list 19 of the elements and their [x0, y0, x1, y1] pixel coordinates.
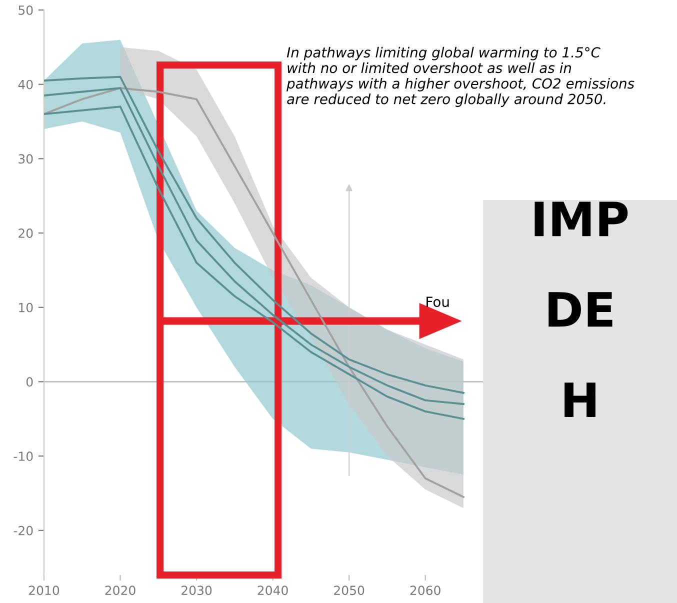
y-tick-label: 10	[19, 302, 33, 312]
x-tick-label: 2010	[29, 586, 60, 596]
annotation: Fou	[426, 296, 449, 308]
x-tick-label: 2050	[334, 586, 364, 596]
annotation: In pathways limiting global warming to 1.5°C with no or limited overshoot as well as in pathways with a higher overshoot, CO2 emissions are reduced to net zero globally around 2050.	[286, 46, 634, 107]
y-tick-label: 0	[26, 377, 33, 387]
x-tick-label: 2020	[105, 586, 136, 596]
y-tick-label: -20	[14, 526, 33, 536]
y-tick-label: 30	[18, 154, 33, 164]
annotation: IMP	[534, 202, 628, 236]
y-tick-label: 50	[18, 5, 33, 15]
y-tick-label: 20	[18, 228, 33, 238]
annotation: DE	[548, 292, 612, 327]
x-tick-label: 2040	[258, 586, 288, 596]
y-tick-label: -10	[14, 452, 33, 461]
y-tick-label: 40	[18, 80, 33, 90]
x-tick-label: 2060	[410, 586, 440, 596]
x-tick-label: 2030	[182, 586, 212, 596]
annotation: H	[564, 382, 596, 418]
